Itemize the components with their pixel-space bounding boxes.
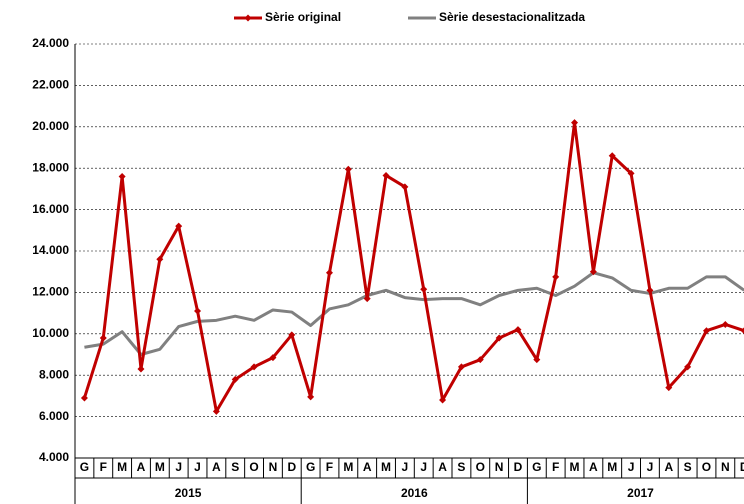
x-tick-label: N [495,460,504,474]
x-tick-label: J [420,460,427,474]
x-tick-label: M [381,460,391,474]
data-point [118,172,126,180]
data-point [382,171,390,179]
y-tick-label: 10.000 [32,326,69,340]
data-point [137,365,145,373]
x-tick-label: D [514,460,523,474]
data-point [457,363,465,371]
x-group-label: 2016 [401,486,428,500]
legend-label: Sèrie desestacionalitzada [439,10,585,24]
x-tick-label: M [117,460,127,474]
x-tick-label: S [457,460,465,474]
y-tick-label: 24.000 [32,36,69,50]
data-point [627,169,635,177]
x-group-label: 2015 [175,486,202,500]
x-tick-label: A [664,460,673,474]
x-tick-label: A [589,460,598,474]
x-tick-label: M [155,460,165,474]
data-point [194,307,202,315]
data-point [439,396,447,404]
x-tick-label: M [343,460,353,474]
x-tick-label: M [570,460,580,474]
x-tick-label: J [175,460,182,474]
x-tick-label: O [249,460,258,474]
data-point [80,394,88,402]
data-point [269,354,277,362]
y-tick-label: 4.000 [39,450,69,464]
x-tick-label: J [402,460,409,474]
data-point [571,119,579,127]
series-line [84,271,744,356]
data-point [325,269,333,277]
x-tick-label: O [702,460,711,474]
data-point [684,363,692,371]
y-tick-label: 18.000 [32,160,69,174]
data-point [307,393,315,401]
data-point [740,327,744,335]
data-point [552,273,560,281]
data-point [175,222,183,230]
x-tick-label: D [740,460,744,474]
x-tick-label: G [306,460,315,474]
x-tick-label: A [212,460,221,474]
data-point [608,152,616,160]
x-tick-label: D [287,460,296,474]
x-tick-label: F [552,460,559,474]
y-tick-label: 6.000 [39,409,69,423]
x-tick-label: N [721,460,730,474]
x-tick-label: A [438,460,447,474]
y-tick-label: 14.000 [32,243,69,257]
y-tick-label: 8.000 [39,367,69,381]
x-group-label: 2017 [627,486,654,500]
x-tick-label: G [532,460,541,474]
x-tick-label: A [363,460,372,474]
legend-marker [244,14,252,22]
data-point [99,334,107,342]
data-point [401,183,409,191]
y-tick-label: 16.000 [32,202,69,216]
x-tick-label: J [647,460,654,474]
x-tick-label: F [326,460,333,474]
data-point [665,384,673,392]
y-tick-label: 20.000 [32,119,69,133]
data-point [420,285,428,293]
data-point [288,331,296,339]
x-tick-label: M [607,460,617,474]
data-point [495,334,503,342]
x-tick-label: N [269,460,278,474]
data-point [344,165,352,173]
data-point [212,407,220,415]
legend-label: Sèrie original [265,10,341,24]
data-point [250,363,258,371]
data-point [702,327,710,335]
x-tick-label: J [628,460,635,474]
series-line [82,121,744,413]
x-tick-label: S [231,460,239,474]
x-tick-label: F [100,460,107,474]
data-point [533,356,541,364]
data-point [231,375,239,383]
data-point [156,255,164,263]
data-point [646,286,654,294]
y-tick-label: 22.000 [32,78,69,92]
data-point [721,320,729,328]
x-tick-label: S [684,460,692,474]
y-tick-label: 12.000 [32,285,69,299]
x-tick-label: G [80,460,89,474]
data-point [514,326,522,334]
x-tick-label: O [476,460,485,474]
data-point [476,356,484,364]
x-tick-label: J [194,460,201,474]
data-point [589,268,597,276]
x-tick-label: A [137,460,146,474]
data-point [363,295,371,303]
